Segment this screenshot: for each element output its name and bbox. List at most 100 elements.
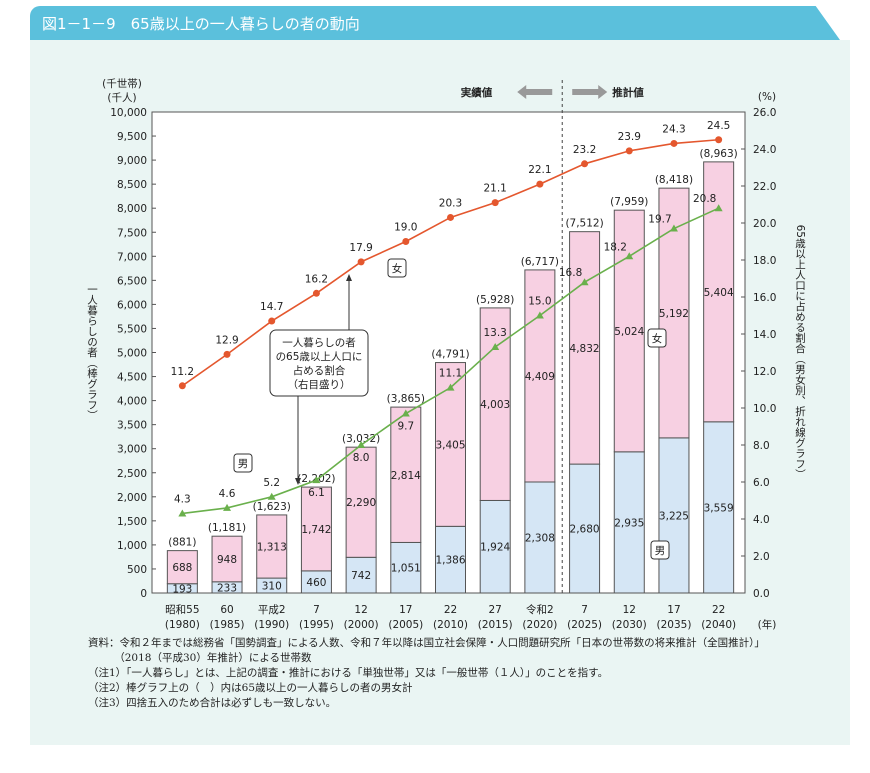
line-label-female: 11.2 bbox=[171, 366, 194, 378]
x-tick-year: (2020) bbox=[522, 619, 557, 631]
bar-label-male: 2,308 bbox=[525, 532, 555, 544]
bar-label-female: 5,192 bbox=[659, 308, 689, 320]
bar-label-male: 1,051 bbox=[391, 563, 421, 575]
bar-male bbox=[390, 541, 422, 594]
bar-label-female: 1,742 bbox=[301, 524, 331, 536]
bar-label-female: 688 bbox=[172, 562, 192, 574]
right-tick-label: 6.0 bbox=[753, 477, 770, 489]
right-tick-label: 16.0 bbox=[753, 292, 776, 304]
line-label-female: 14.7 bbox=[260, 301, 283, 313]
left-tick-label: 5,500 bbox=[117, 323, 147, 335]
note-source-cont: （2018（平成30）年推計）による世帯数 bbox=[88, 652, 312, 664]
note-1: （注1）「一人暮らし」とは、上記の調査・推計における「単独世帯」又は「一般世帯（… bbox=[88, 667, 609, 679]
left-tick-label: 0 bbox=[140, 588, 147, 600]
arrowhead-icon bbox=[346, 274, 352, 281]
line-label-male: 5.2 bbox=[263, 477, 280, 489]
left-axis-label: 一人暮らしの者（棒グラフ） bbox=[86, 284, 98, 421]
right-tick-label: 12.0 bbox=[753, 366, 776, 378]
point-female bbox=[357, 258, 365, 266]
line-label-female: 24.3 bbox=[662, 123, 685, 135]
bar-male bbox=[524, 481, 556, 594]
x-tick-label: 17 bbox=[667, 604, 680, 616]
point-male bbox=[312, 476, 321, 484]
female-label-box bbox=[387, 258, 407, 278]
x-tick-label: 7 bbox=[313, 604, 320, 616]
forecast-label: 推計値 bbox=[612, 86, 644, 99]
bar-label-female: 948 bbox=[217, 554, 237, 566]
bar-female bbox=[300, 486, 332, 572]
left-tick-label: 8,500 bbox=[117, 179, 147, 191]
bar-label-female: 5,404 bbox=[704, 287, 734, 299]
bar-male bbox=[569, 463, 601, 594]
point-male bbox=[357, 441, 366, 448]
x-tick-label: 平成2 bbox=[258, 604, 286, 616]
line-label-female: 24.5 bbox=[707, 120, 730, 132]
bar-total-label: (8,418) bbox=[655, 174, 693, 186]
right-tick-label: 26.0 bbox=[753, 107, 776, 119]
callout-text: の65歳以上人口に bbox=[276, 351, 363, 363]
left-unit: (千世帯) bbox=[102, 77, 142, 90]
bar-total-label: (6,717) bbox=[521, 256, 559, 268]
right-axis-label: 65歳以上人口に占める割合（男女別、折れ線グラフ） bbox=[794, 225, 806, 480]
x-tick-year: (2010) bbox=[433, 619, 468, 631]
right-tick-label: 22.0 bbox=[753, 181, 776, 193]
bar-male bbox=[658, 437, 690, 594]
left-tick-label: 4,500 bbox=[117, 372, 147, 384]
x-unit: (年) bbox=[758, 618, 777, 631]
bar-label-female: 3,405 bbox=[435, 439, 465, 451]
x-tick-label: 昭和55 bbox=[165, 604, 199, 616]
line-label-male: 19.7 bbox=[648, 214, 671, 226]
male-bar-label-box bbox=[650, 540, 670, 560]
point-female bbox=[491, 199, 499, 207]
x-tick-year: (2005) bbox=[388, 619, 423, 631]
left-tick-label: 500 bbox=[127, 564, 147, 576]
left-arrow-icon bbox=[517, 85, 553, 99]
line-label-female: 23.2 bbox=[573, 144, 596, 156]
bar-total-label: (3,032) bbox=[342, 433, 380, 445]
line-label-male: 11.1 bbox=[439, 368, 462, 380]
point-female bbox=[312, 289, 320, 297]
bar-female bbox=[569, 231, 601, 465]
point-female bbox=[178, 382, 186, 390]
bar-label-male: 193 bbox=[172, 583, 192, 595]
bar-total-label: (7,959) bbox=[610, 196, 648, 208]
left-tick-label: 2,500 bbox=[117, 468, 147, 480]
female-bar-label-box bbox=[647, 328, 667, 348]
point-male bbox=[178, 509, 187, 517]
left-tick-label: 8,000 bbox=[117, 203, 147, 215]
x-tick-label: 12 bbox=[623, 604, 636, 616]
point-male bbox=[714, 204, 723, 212]
right-tick-label: 4.0 bbox=[753, 514, 770, 526]
bar-male bbox=[703, 421, 735, 594]
line-label-female: 16.2 bbox=[305, 273, 328, 285]
line-label-female: 17.9 bbox=[349, 242, 372, 254]
bar-female bbox=[345, 446, 377, 558]
left-tick-label: 3,500 bbox=[117, 420, 147, 432]
bar-male bbox=[613, 451, 645, 594]
bar-female bbox=[390, 406, 422, 543]
point-male bbox=[267, 492, 276, 500]
left-tick-label: 6,000 bbox=[117, 299, 147, 311]
line-label-male: 13.3 bbox=[483, 327, 506, 339]
note-2: （注2）棒グラフ上の（ ）内は65歳以上の一人暮らしの者の男女計 bbox=[88, 682, 413, 694]
bar-label-female: 1,313 bbox=[257, 542, 287, 554]
left-tick-label: 6,500 bbox=[117, 275, 147, 287]
bar-label-female: 2,814 bbox=[391, 470, 421, 482]
point-female bbox=[223, 350, 231, 358]
point-female bbox=[402, 238, 410, 245]
point-male bbox=[535, 311, 544, 319]
point-female bbox=[625, 147, 633, 155]
bar-total-label: (4,791) bbox=[431, 349, 469, 361]
line-label-male: 8.0 bbox=[353, 452, 370, 464]
x-tick-label: 17 bbox=[399, 604, 412, 616]
left-tick-label: 1,500 bbox=[117, 516, 147, 528]
x-tick-year: (2015) bbox=[478, 619, 513, 631]
female-bar-label: 女 bbox=[652, 332, 663, 345]
right-tick-label: 0.0 bbox=[753, 588, 770, 600]
left-tick-label: 2,000 bbox=[117, 492, 147, 504]
left-tick-label: 4,000 bbox=[117, 396, 147, 408]
right-tick-label: 24.0 bbox=[753, 144, 776, 156]
arrowhead-icon bbox=[295, 478, 301, 485]
line-label-female: 19.0 bbox=[394, 222, 417, 234]
line-label-female: 20.3 bbox=[439, 197, 462, 209]
